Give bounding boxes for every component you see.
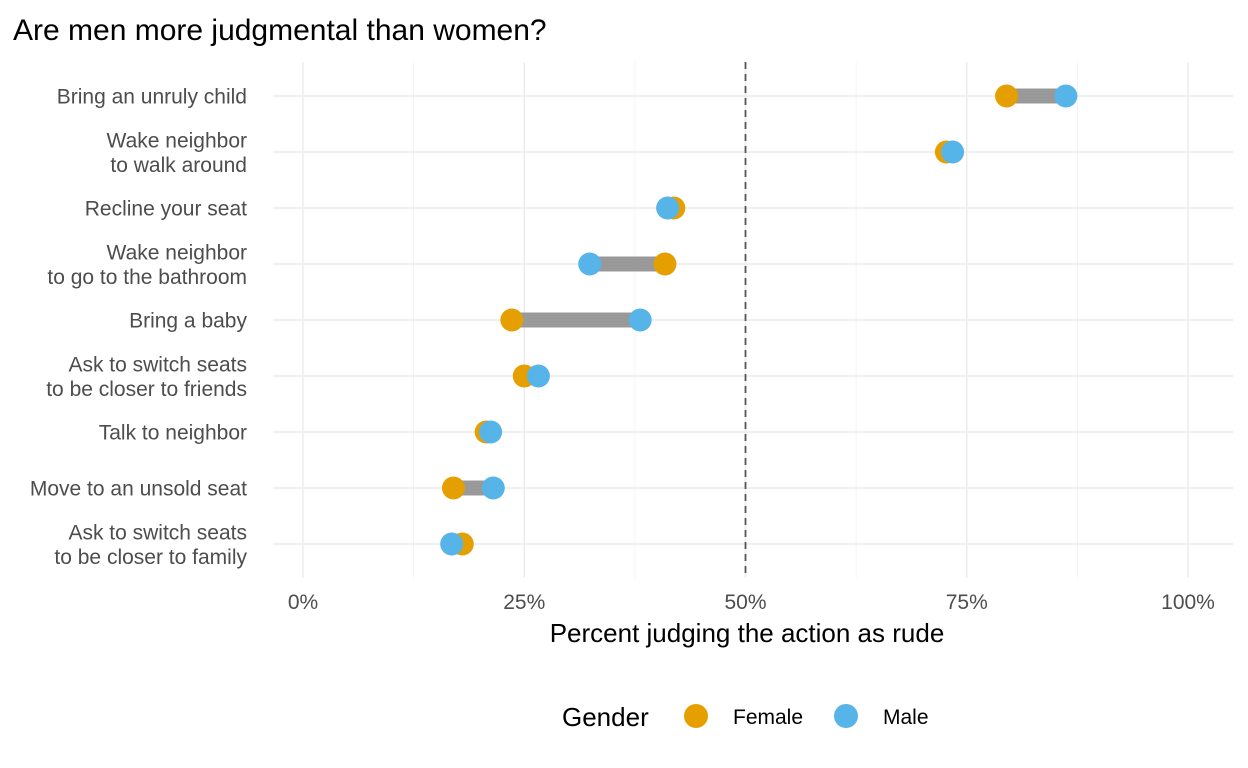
point-female bbox=[441, 476, 465, 500]
category-label: Bring a baby bbox=[129, 310, 247, 333]
category-label: to walk around bbox=[110, 154, 247, 177]
category-label: Wake neighbor bbox=[107, 129, 247, 152]
x-tick-label: 100% bbox=[1161, 591, 1215, 614]
legend-title: Gender bbox=[562, 702, 649, 732]
point-male bbox=[656, 196, 680, 220]
x-axis-title: Percent judging the action as rude bbox=[550, 618, 945, 648]
category-label: Talk to neighbor bbox=[99, 422, 247, 445]
chart-title: Are men more judgmental than women? bbox=[13, 14, 547, 47]
x-tick-label: 75% bbox=[946, 591, 988, 614]
point-male bbox=[578, 252, 602, 276]
category-label: to go to the bathroom bbox=[47, 266, 247, 289]
category-label: to be closer to family bbox=[54, 546, 247, 569]
x-tick-label: 0% bbox=[288, 591, 318, 614]
category-label: Recline your seat bbox=[85, 198, 247, 221]
point-female bbox=[995, 84, 1019, 108]
point-male bbox=[941, 140, 965, 164]
point-female bbox=[653, 252, 677, 276]
x-tick-label: 50% bbox=[724, 591, 766, 614]
point-male bbox=[440, 532, 464, 556]
point-male bbox=[479, 420, 503, 444]
grid-lines bbox=[273, 62, 1233, 578]
category-label: Ask to switch seats bbox=[68, 521, 247, 544]
x-tick-labels: 0% 25% 50% 75% 100% bbox=[288, 591, 1215, 614]
point-layer bbox=[440, 84, 1078, 556]
category-label: Wake neighbor bbox=[107, 241, 247, 264]
legend-swatch-female bbox=[684, 704, 708, 728]
legend-label-male: Male bbox=[883, 706, 929, 729]
x-tick-label: 25% bbox=[503, 591, 545, 614]
legend-label-female: Female bbox=[733, 706, 803, 729]
category-label: to be closer to friends bbox=[46, 378, 247, 401]
point-male bbox=[481, 476, 505, 500]
category-label: Move to an unsold seat bbox=[30, 478, 247, 501]
legend-swatch-male bbox=[834, 704, 858, 728]
point-female bbox=[500, 308, 524, 332]
category-label: Bring an unruly child bbox=[57, 86, 247, 109]
category-label: Ask to switch seats bbox=[68, 353, 247, 376]
point-male bbox=[526, 364, 550, 388]
legend: Gender Female Male bbox=[562, 702, 929, 732]
point-male bbox=[1054, 84, 1078, 108]
point-male bbox=[628, 308, 652, 332]
